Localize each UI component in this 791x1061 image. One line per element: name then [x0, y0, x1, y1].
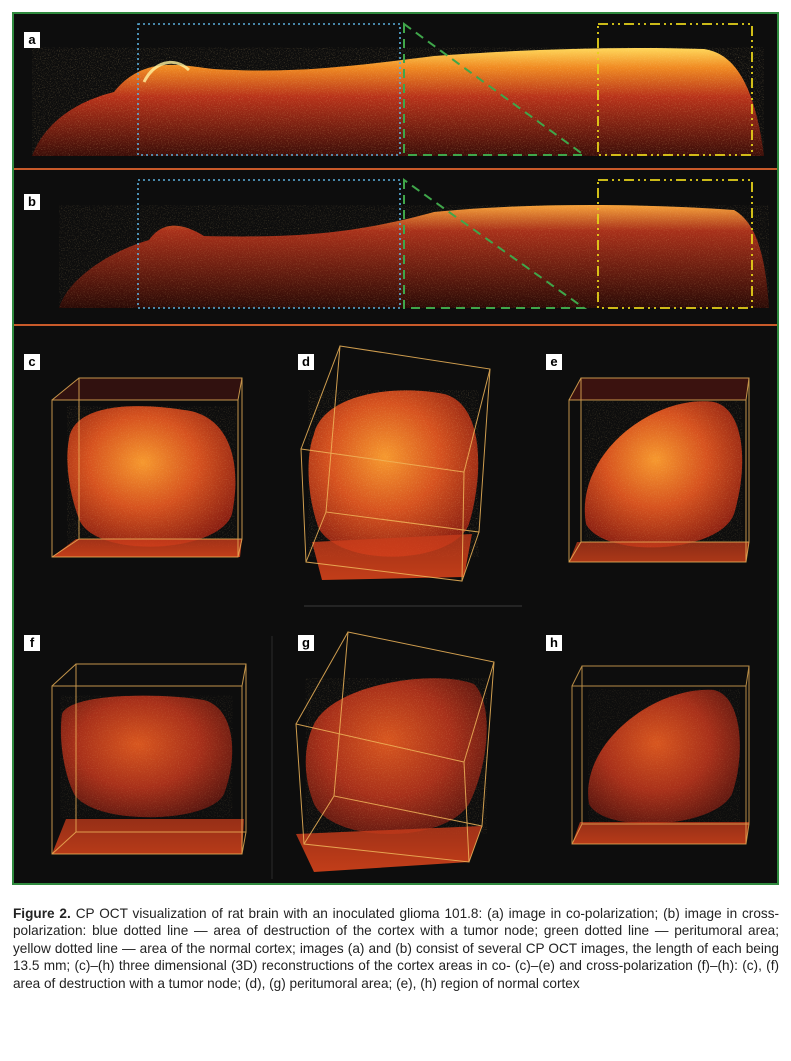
figure-graphic: [14, 22, 777, 879]
caption-label: Figure 2.: [13, 906, 71, 921]
panel-f-3d-reconstruction: [51, 663, 247, 855]
panel-label-h: h: [546, 635, 562, 651]
panel-g-3d-reconstruction: [295, 631, 495, 872]
panel-c-3d-reconstruction: [51, 377, 243, 558]
panel-a-oct-scan: [14, 22, 777, 170]
panel-d-3d-reconstruction: [300, 345, 491, 582]
panel-h-3d-reconstruction: [571, 665, 750, 845]
panel-label-a: a: [24, 32, 40, 48]
figure-frame: a b c d e f g h: [12, 12, 779, 885]
figure-caption: Figure 2. CP OCT visualization of rat br…: [13, 905, 779, 992]
caption-text: CP OCT visualization of rat brain with a…: [13, 906, 780, 991]
panel-e-3d-reconstruction: [568, 377, 750, 563]
panel-label-f: f: [24, 635, 40, 651]
panel-label-b: b: [24, 194, 40, 210]
panel-label-e: e: [546, 354, 562, 370]
panel-b-oct-scan: [14, 178, 777, 326]
panel-label-g: g: [298, 635, 314, 651]
panel-label-d: d: [298, 354, 314, 370]
panel-label-c: c: [24, 354, 40, 370]
